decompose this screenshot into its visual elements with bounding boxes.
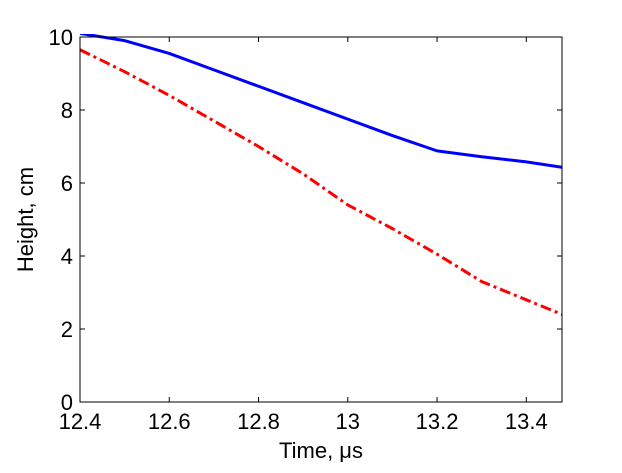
x-tick-label: 13.4 [505,409,548,434]
y-tick-label: 2 [61,317,73,342]
plot-area [80,37,562,402]
y-tick-label: 4 [61,244,73,269]
x-tick-label: 13 [336,409,360,434]
x-tick-label: 13.2 [416,409,459,434]
series-line-1 [80,34,562,169]
x-tick-label: 12.6 [148,409,191,434]
y-tick-label: 6 [61,171,73,196]
axes-frame [79,36,563,403]
series-line-2 [80,48,562,316]
y-tick-label: 10 [49,25,73,50]
x-tick-label: 12.4 [59,409,102,434]
y-tick-label: 0 [61,390,73,415]
y-tick-label: 8 [61,98,73,123]
y-axis-title: Height, cm [13,167,38,272]
x-tick-label: 12.8 [237,409,280,434]
x-axis-title: Time, μs [279,438,363,463]
